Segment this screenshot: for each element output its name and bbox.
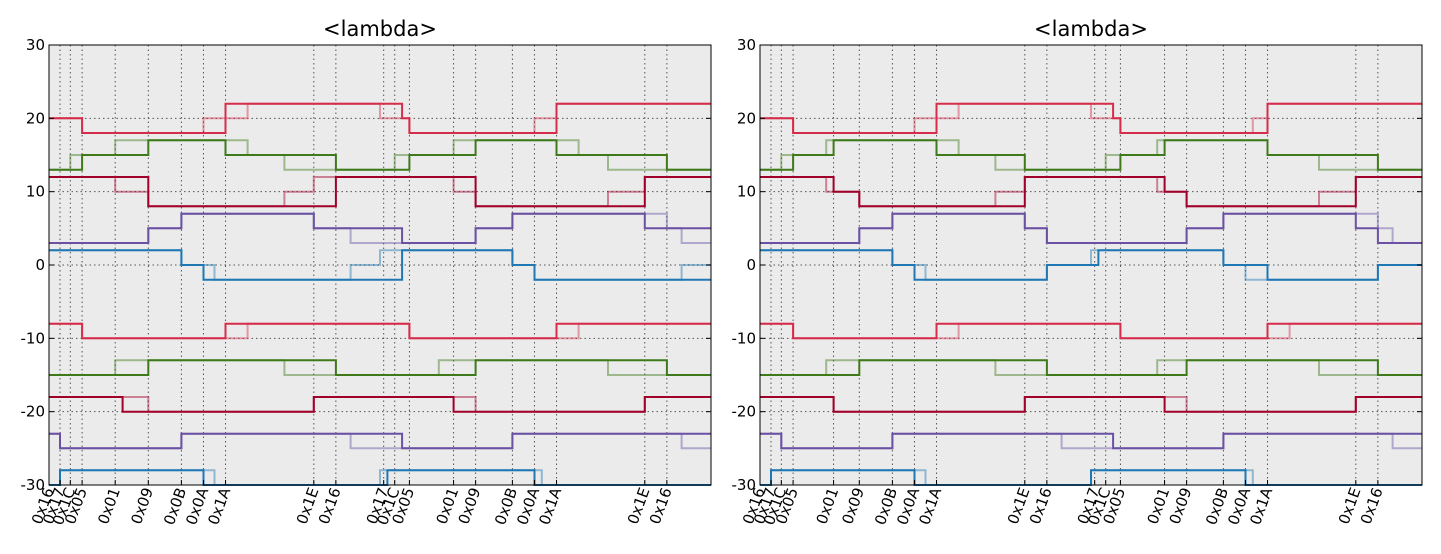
series-line-9 [760, 249, 1422, 281]
series-line-3 [49, 139, 711, 171]
y-tick-label: 30 [26, 36, 45, 54]
series-line-17 [760, 432, 1422, 450]
series-line-3 [760, 139, 1422, 171]
series-line-5 [760, 176, 1422, 208]
series-line-8 [760, 212, 1422, 244]
y-tick-label: 20 [26, 109, 45, 127]
y-tick-label: 20 [737, 109, 756, 127]
y-tick-label: -30 [21, 476, 46, 494]
y-tick-label: 10 [26, 183, 45, 201]
series-line-18 [760, 432, 1422, 450]
series-line-4 [760, 139, 1422, 171]
series-line-8 [49, 212, 711, 244]
x-tick-label: 0x01 [94, 485, 124, 526]
y-tick-label: -20 [21, 403, 46, 421]
series-line-18 [49, 432, 711, 450]
y-tick-label: 0 [746, 256, 756, 274]
chart-title: <lambda> [323, 17, 437, 41]
y-tick-label: -20 [732, 403, 757, 421]
series-line-16 [49, 396, 711, 413]
series-line-2 [760, 102, 1422, 134]
series-line-12 [49, 322, 711, 340]
series-line-1 [49, 102, 711, 134]
series-line-13 [760, 359, 1422, 376]
series-line-14 [760, 359, 1422, 376]
series-line-14 [49, 359, 711, 376]
y-tick-label: -10 [21, 329, 46, 347]
series-line-10 [760, 249, 1422, 281]
series-line-5 [49, 176, 711, 208]
series-line-10 [49, 249, 711, 281]
series-line-9 [49, 249, 711, 281]
series-line-12 [760, 322, 1422, 340]
series-line-7 [49, 212, 711, 244]
series-line-2 [49, 102, 711, 134]
x-tick-label: 0x09 [127, 485, 157, 526]
y-tick-label: 10 [737, 183, 756, 201]
y-tick-label: 30 [737, 36, 756, 54]
series-group [49, 102, 711, 486]
series-line-4 [49, 139, 711, 171]
series-line-16 [760, 396, 1422, 413]
series-line-6 [760, 176, 1422, 208]
series-line-11 [49, 322, 711, 340]
y-tick-label: -10 [732, 329, 757, 347]
series-line-7 [760, 212, 1422, 244]
series-line-6 [49, 176, 711, 208]
chart-title: <lambda> [1034, 17, 1148, 41]
y-tick-label: -30 [732, 476, 757, 494]
series-line-1 [760, 102, 1422, 134]
series-line-13 [49, 359, 711, 376]
series-line-15 [760, 396, 1422, 413]
series-line-11 [760, 322, 1422, 340]
series-line-17 [49, 432, 711, 450]
series-line-15 [49, 396, 711, 413]
series-group [760, 102, 1422, 486]
y-tick-label: 0 [35, 256, 45, 274]
x-tick-label: 0x09 [838, 485, 868, 526]
